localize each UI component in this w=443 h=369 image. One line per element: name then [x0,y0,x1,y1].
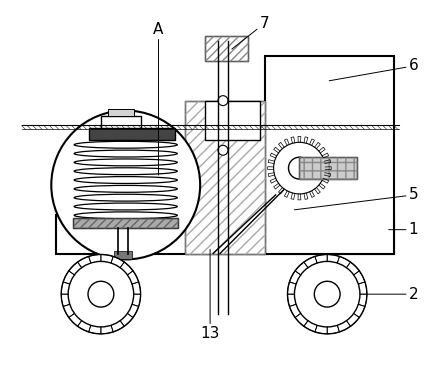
Bar [299,157,357,179]
Text: 7: 7 [232,16,269,49]
Bar [89,128,175,140]
Circle shape [218,145,228,155]
Bar [56,215,394,255]
Circle shape [288,157,311,179]
Bar [101,115,140,128]
Circle shape [61,255,140,334]
Circle shape [218,96,228,106]
Text: 6: 6 [329,58,419,81]
Bar [114,252,132,259]
Circle shape [88,281,114,307]
Text: 2: 2 [367,287,418,302]
Circle shape [68,261,134,327]
Text: 5: 5 [295,187,418,210]
Text: 13: 13 [200,249,220,341]
Text: A: A [153,22,163,175]
Bar [299,157,357,179]
Circle shape [288,255,367,334]
Bar [108,108,134,115]
Bar [205,101,260,140]
Circle shape [295,261,360,327]
Bar [185,101,264,255]
Bar [185,101,264,255]
Circle shape [314,281,340,307]
Bar [205,36,248,61]
Bar [205,36,248,61]
Circle shape [274,142,325,194]
Text: 1: 1 [389,222,418,237]
Circle shape [51,111,200,259]
Bar [264,56,394,255]
Bar [73,218,179,228]
Bar [73,218,179,228]
